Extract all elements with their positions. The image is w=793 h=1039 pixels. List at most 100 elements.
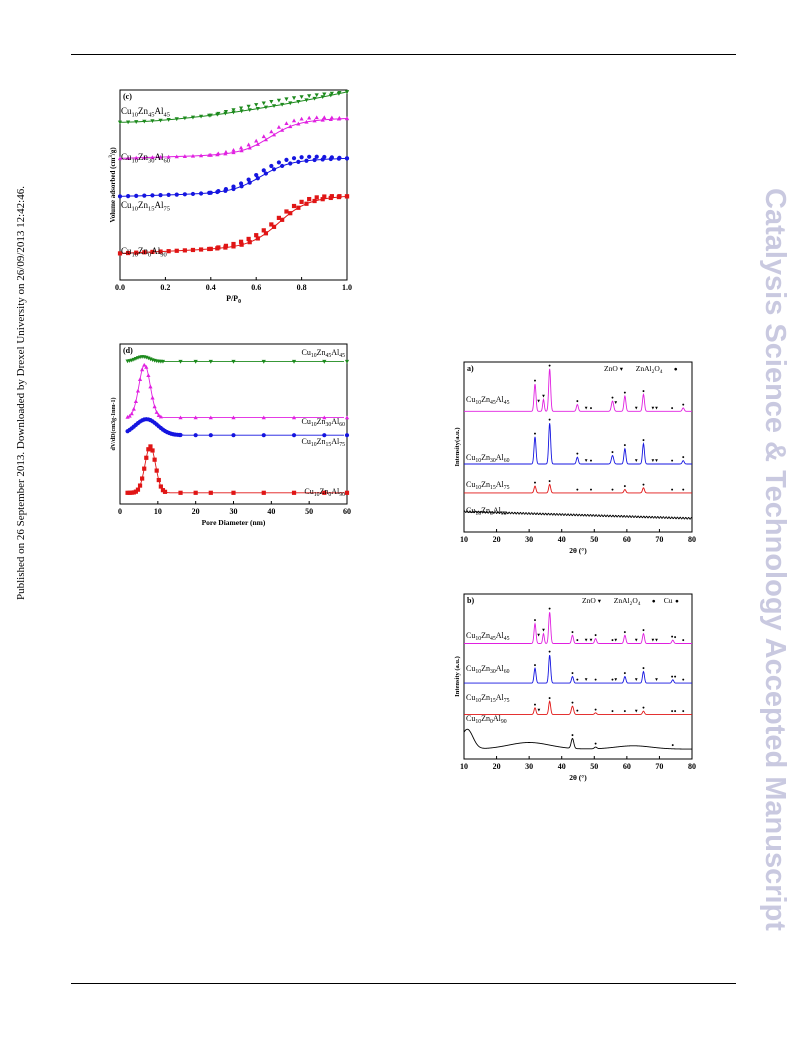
x-tick-label: 1.0 <box>342 283 352 292</box>
peak-marker: ● <box>624 484 627 489</box>
diffractogram <box>463 510 693 520</box>
peak-marker: ▾ <box>614 638 617 644</box>
data-point <box>254 233 259 238</box>
data-point <box>304 98 309 103</box>
data-point <box>322 415 327 420</box>
data-point <box>208 490 213 495</box>
data-point <box>193 490 198 495</box>
legend-symbol: ▾ <box>598 598 602 605</box>
data-point <box>126 194 131 199</box>
peak-marker: ● <box>576 637 579 642</box>
y-axis-label: Volume adsorbed (cm3/g) <box>109 147 117 223</box>
series-label: Cu10Zn15Al75 <box>466 480 510 491</box>
data-point <box>162 489 168 494</box>
data-point <box>137 483 143 488</box>
data-point <box>142 362 147 367</box>
peak-marker: ● <box>594 707 597 712</box>
data-point <box>337 194 342 199</box>
data-point <box>140 476 145 481</box>
peak-marker: ● <box>576 487 579 492</box>
series-label: Cu10Zn45Al45 <box>466 631 510 642</box>
data-point <box>314 93 319 98</box>
data-point <box>150 448 155 453</box>
data-point <box>299 116 304 121</box>
data-point <box>198 191 204 196</box>
series-label: Cu10Zn15Al75 <box>466 693 510 704</box>
data-point <box>190 191 196 197</box>
diffractogram: ●●●● ▾ ● ● ▾●▾●▾● ●● <box>464 649 692 684</box>
series-label: Cu10Zn15Al75 <box>121 200 170 213</box>
legend-entry: ZnO <box>582 596 596 605</box>
data-point <box>299 95 304 100</box>
data-point <box>117 251 123 256</box>
data-point <box>299 155 304 160</box>
data-point <box>307 196 312 202</box>
legend-symbol: ● <box>675 598 679 605</box>
data-point <box>261 228 266 233</box>
data-point <box>312 198 317 204</box>
data-point <box>182 154 187 158</box>
data-point <box>239 109 244 114</box>
data-point <box>231 184 236 189</box>
data-point <box>296 99 301 104</box>
diffractogram: ●▾●●● ● ● ● ▾●● ● ● <box>464 695 692 715</box>
series-label: Cu10Zn15Al75 <box>302 437 346 448</box>
x-tick-label: 80 <box>688 535 696 544</box>
peak-marker: ▾ <box>614 400 617 406</box>
data-point <box>337 155 342 160</box>
data-point <box>304 201 309 206</box>
data-point <box>284 97 289 102</box>
panel-tag: (d) <box>123 346 133 355</box>
peak-marker: ● <box>642 482 645 487</box>
data-point <box>344 415 350 420</box>
data-point <box>269 163 274 169</box>
peak-marker: ● <box>624 671 627 676</box>
x-tick-label: 0 <box>118 507 122 516</box>
data-point <box>238 106 244 111</box>
peak-marker: ● <box>674 634 677 639</box>
series-label: Cu10Zn0Al90 <box>304 487 345 498</box>
data-point <box>146 373 151 378</box>
data-point <box>337 115 342 120</box>
data-point <box>276 215 281 220</box>
peak-marker: ▾ <box>542 628 545 634</box>
data-point <box>142 250 147 255</box>
peak-marker: ● <box>671 743 674 748</box>
data-point <box>144 365 149 369</box>
peak-marker: ● <box>624 629 627 634</box>
peak-marker: ● <box>548 606 551 611</box>
peak-marker: ● <box>594 677 597 682</box>
x-tick-label: 40 <box>267 507 275 516</box>
data-point <box>158 484 163 489</box>
plot-frame <box>463 593 693 760</box>
data-point <box>178 415 183 420</box>
peak-marker: ● <box>682 455 685 460</box>
data-point <box>156 413 161 417</box>
legend-symbol: ● <box>652 598 656 605</box>
peak-marker: ● <box>674 674 677 679</box>
data-point <box>150 249 155 255</box>
data-point <box>329 115 334 120</box>
data-point <box>142 193 147 198</box>
data-point <box>231 415 236 420</box>
data-point <box>261 359 266 364</box>
peak-marker: ● <box>624 708 627 713</box>
data-point <box>208 415 213 420</box>
data-point <box>231 241 236 247</box>
peak-marker: ▾ <box>635 458 638 464</box>
peak-marker: ● <box>642 705 645 710</box>
x-tick-label: 40 <box>558 535 566 544</box>
data-point <box>337 91 342 95</box>
data-point <box>344 116 350 121</box>
legend-entry: ZnAl2O4 <box>636 364 663 375</box>
x-axis-label: 2θ (°) <box>569 546 587 555</box>
data-point <box>314 154 319 159</box>
peak-marker: ● <box>548 649 551 654</box>
data-point <box>312 157 317 163</box>
legend-entry: Cu <box>664 596 673 605</box>
peak-marker: ▾ <box>542 393 545 399</box>
data-point <box>148 444 153 449</box>
peak-marker: ● <box>674 708 677 713</box>
data-point <box>322 490 327 495</box>
series-line <box>464 368 692 412</box>
